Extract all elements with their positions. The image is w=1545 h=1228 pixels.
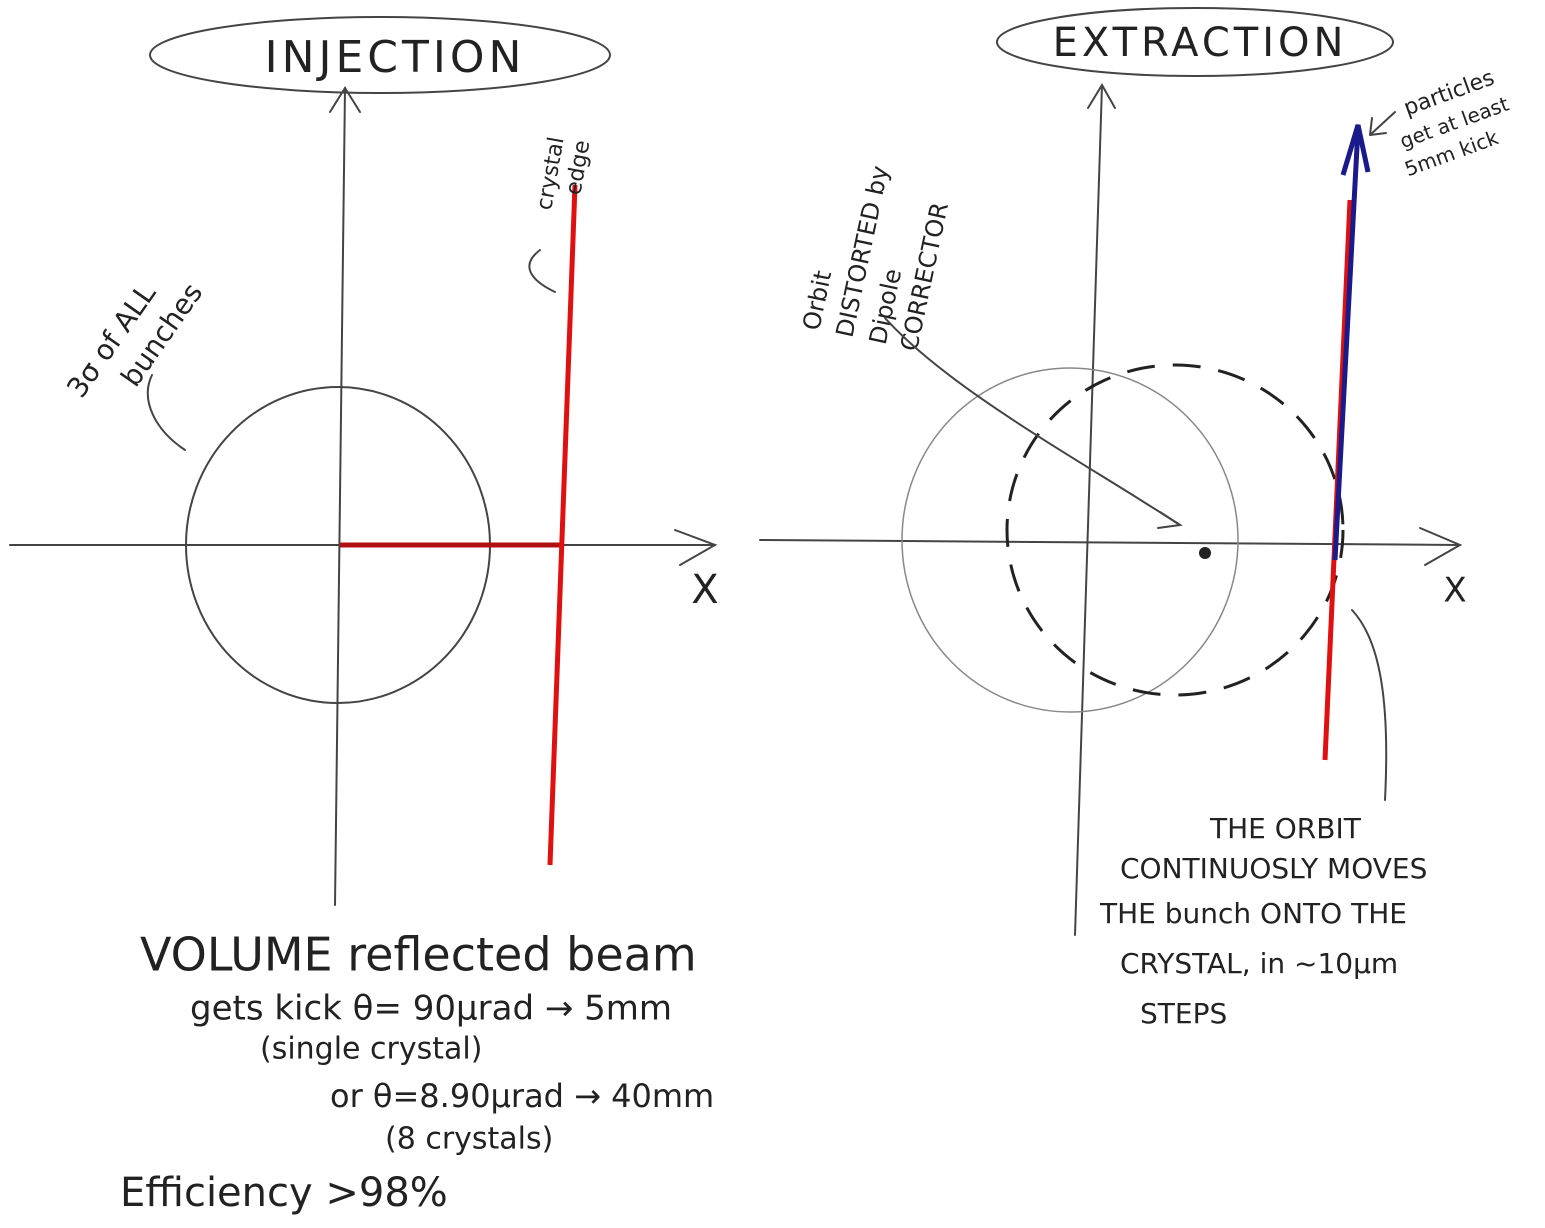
note-line: STEPS [1140,997,1227,1030]
pointer [1369,111,1396,136]
kick-arrow [1332,127,1361,561]
bottom-line: or θ=8.90μrad → 40mm [330,1077,714,1115]
distorted-orbit [1005,363,1345,697]
orbit-label-line: Orbit [797,268,837,333]
x-arrow [674,529,718,566]
bottom-line: Efficiency >98% [120,1170,448,1216]
note-line: CRYSTAL, in ~10μm [1120,947,1398,980]
orbit-label: Orbit DISTORTED by Dipole CORRECTOR [797,163,954,353]
orbit-center [1199,547,1211,559]
beam-label: 3σ of ALL bunches [60,277,209,404]
x-label: X [691,567,718,613]
y-axis [334,87,346,906]
bottom-line: gets kick θ= 90μrad → 5mm [190,989,672,1029]
note-line: THE bunch ONTO THE [1099,897,1407,930]
bottom-line: (8 crystals) [385,1122,553,1157]
pointer-head [1157,511,1183,529]
particles-label: particles get at least 5mm kick [1397,65,1513,181]
kick-arrowhead [1340,124,1371,176]
pointer [1351,609,1388,801]
beam-circle [901,367,1239,713]
bottom-line: (single crystal) [260,1032,482,1067]
crystal [547,184,578,866]
title-bubble [149,16,611,94]
y-axis [1074,84,1103,936]
crystal-label: crystal edge [532,135,595,212]
y-arrow [1087,83,1116,109]
pointer [528,249,556,293]
bottom-line: VOLUME reflected beam [140,928,697,982]
x-arrow [1419,527,1463,566]
y-arrow [329,86,361,113]
right-title: EXTRACTION [1053,20,1348,66]
x-axis [759,539,1461,546]
left-title: INJECTION [265,32,526,83]
x-label: X [1443,571,1466,611]
pointer [884,317,1181,526]
note-line: THE ORBIT [1209,812,1362,845]
pointer [146,374,186,451]
note-line: CONTINUOSLY MOVES [1120,852,1427,885]
title-bubble [996,7,1394,77]
